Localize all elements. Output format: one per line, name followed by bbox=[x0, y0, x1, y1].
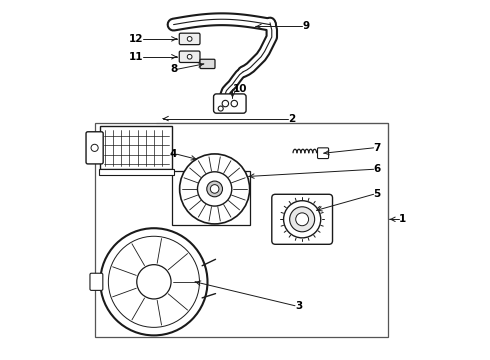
FancyBboxPatch shape bbox=[272, 194, 333, 244]
Text: 4: 4 bbox=[170, 149, 177, 159]
Circle shape bbox=[108, 236, 199, 327]
Circle shape bbox=[100, 228, 207, 336]
Circle shape bbox=[222, 100, 228, 107]
Text: 11: 11 bbox=[129, 52, 143, 62]
FancyBboxPatch shape bbox=[214, 94, 246, 113]
Circle shape bbox=[197, 172, 232, 206]
FancyBboxPatch shape bbox=[86, 132, 103, 164]
Circle shape bbox=[231, 100, 238, 107]
FancyBboxPatch shape bbox=[318, 148, 329, 158]
Text: 9: 9 bbox=[302, 21, 309, 31]
Circle shape bbox=[296, 213, 309, 226]
Circle shape bbox=[218, 106, 223, 111]
Circle shape bbox=[290, 207, 315, 232]
Circle shape bbox=[180, 154, 249, 224]
Text: 3: 3 bbox=[295, 301, 302, 311]
FancyBboxPatch shape bbox=[179, 33, 200, 45]
Circle shape bbox=[187, 36, 192, 41]
Circle shape bbox=[284, 201, 321, 238]
Circle shape bbox=[210, 185, 219, 193]
Text: 2: 2 bbox=[288, 113, 295, 123]
Bar bbox=[172, 171, 250, 225]
Text: 8: 8 bbox=[170, 64, 177, 74]
Text: 12: 12 bbox=[129, 34, 143, 44]
Circle shape bbox=[207, 181, 222, 197]
FancyBboxPatch shape bbox=[179, 51, 200, 63]
FancyBboxPatch shape bbox=[90, 273, 103, 291]
Text: 6: 6 bbox=[373, 164, 381, 174]
Text: 1: 1 bbox=[398, 214, 406, 224]
Circle shape bbox=[137, 265, 171, 299]
FancyBboxPatch shape bbox=[200, 59, 215, 68]
Circle shape bbox=[187, 54, 192, 59]
Circle shape bbox=[91, 144, 98, 152]
Text: 5: 5 bbox=[373, 189, 381, 199]
Bar bbox=[95, 123, 388, 337]
Text: 10: 10 bbox=[232, 84, 247, 94]
Bar bbox=[98, 169, 173, 175]
Bar bbox=[100, 126, 172, 169]
Text: 7: 7 bbox=[373, 143, 381, 153]
Circle shape bbox=[193, 175, 236, 218]
